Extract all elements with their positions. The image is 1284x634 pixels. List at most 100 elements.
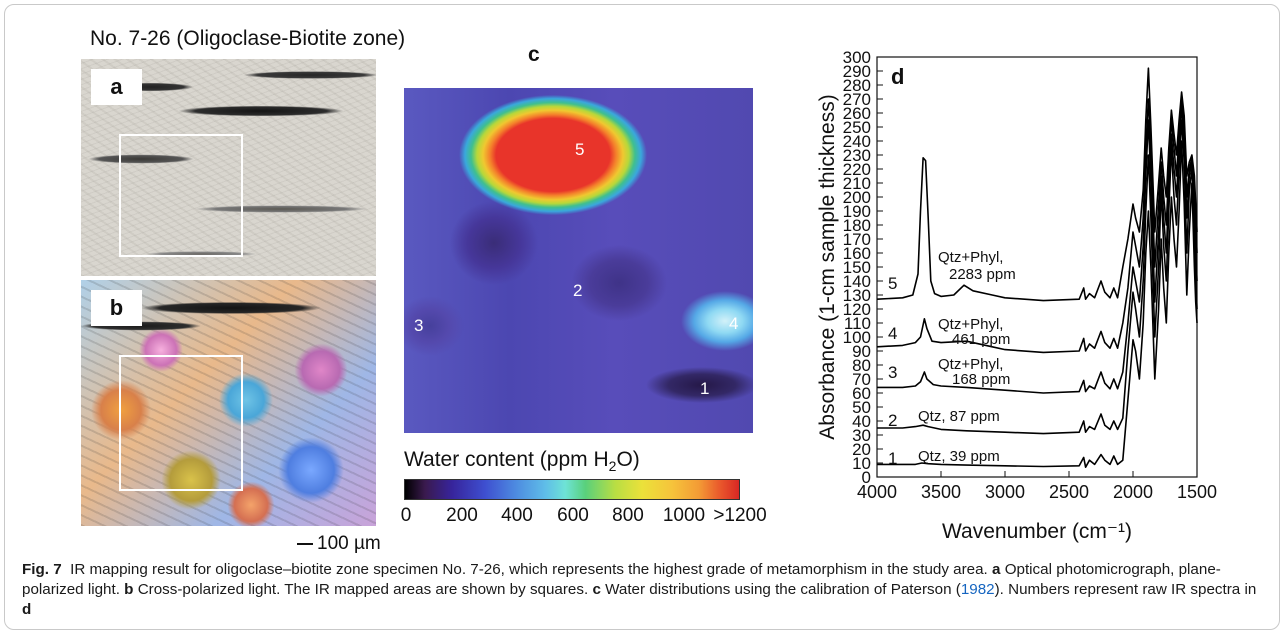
spectrum-number: 3 xyxy=(888,363,897,382)
caption-label-d: d xyxy=(22,601,32,618)
spectrum-line-1 xyxy=(877,140,1198,468)
spectrum-number: 4 xyxy=(888,324,897,343)
map-number: 1 xyxy=(700,379,710,398)
y-tick-label: 220 xyxy=(843,160,871,179)
spectrum-annotation: Qtz+Phyl, xyxy=(938,316,1003,333)
y-tick-label: 240 xyxy=(843,132,871,151)
y-tick-label: 270 xyxy=(843,90,871,109)
spectrum-line-4 xyxy=(876,98,1198,354)
colorbar-tick: >1200 xyxy=(713,505,767,526)
spectrum-line-3 xyxy=(877,105,1198,394)
y-tick-label: 90 xyxy=(852,342,871,361)
scale-bar-line xyxy=(297,542,313,545)
caption-text: IR mapping result for oligoclase–biotite… xyxy=(70,561,988,578)
y-tick-label: 10 xyxy=(852,454,871,473)
y-tick-label: 40 xyxy=(852,412,871,431)
x-tick-label: 2500 xyxy=(1049,482,1089,502)
scale-bar-label: 100 µm xyxy=(317,533,381,554)
spectrum-annotation: 461 ppm xyxy=(952,331,1010,348)
y-tick-label: 110 xyxy=(844,314,871,333)
spectrum-line-2 xyxy=(877,119,1198,435)
spectrum-number: 5 xyxy=(888,274,897,293)
y-tick-label: 100 xyxy=(843,328,871,347)
spectrum-annotation: 2283 ppm xyxy=(949,266,1016,283)
y-tick-label: 80 xyxy=(852,356,871,375)
panel-label-b: b xyxy=(91,290,142,326)
colorbar-title-text-end: O) xyxy=(616,448,640,471)
x-tick-label: 2000 xyxy=(1113,482,1153,502)
caption-text-b: Cross-polarized light. The IR mapped are… xyxy=(137,581,589,598)
x-tick-label: 3000 xyxy=(985,482,1025,502)
spectrum-number: 1 xyxy=(888,449,897,468)
colorbar-tick: 200 xyxy=(446,505,478,526)
y-tick-label: 200 xyxy=(843,188,871,207)
y-axis-label: Absorbance (1-cm sample thickness) xyxy=(816,94,839,439)
map-number: 4 xyxy=(729,314,739,333)
photomicrograph-plane-polarized: a xyxy=(81,59,376,276)
map-number: 2 xyxy=(573,281,583,300)
y-tick-label: 120 xyxy=(843,300,871,319)
x-axis-label: Wavenumber (cm⁻¹) xyxy=(942,520,1132,543)
spectrum-annotation: Qtz+Phyl, xyxy=(938,356,1003,373)
y-tick-label: 150 xyxy=(843,258,871,277)
y-tick-label: 280 xyxy=(843,76,871,95)
y-tick-label: 0 xyxy=(862,468,871,487)
colorbar-tick: 0 xyxy=(400,505,412,526)
y-tick-label: 160 xyxy=(843,244,871,263)
y-tick-label: 20 xyxy=(852,440,871,459)
water-content-colorbar xyxy=(404,479,740,500)
spectrum-line-5 xyxy=(876,67,1198,302)
y-tick-label: 60 xyxy=(852,384,871,403)
spectrum-annotation: Qtz, 39 ppm xyxy=(918,448,1000,465)
citation-link[interactable]: 1982 xyxy=(960,581,995,598)
x-tick-label: 4000 xyxy=(857,482,897,502)
figure-caption: Fig. 7 IR mapping result for oligoclase–… xyxy=(22,560,1262,620)
mapped-area-square xyxy=(119,134,243,257)
spectrum-number: 2 xyxy=(888,411,897,430)
caption-text-c: Water distributions using the calibratio… xyxy=(605,581,961,598)
y-tick-label: 70 xyxy=(852,370,871,389)
map-number: 5 xyxy=(575,140,585,159)
x-tick-label: 1500 xyxy=(1177,482,1217,502)
y-tick-label: 300 xyxy=(843,48,871,67)
scale-bar: 100 µm xyxy=(297,533,381,555)
y-tick-label: 170 xyxy=(843,230,871,249)
ir-spectra-chart: 0102030405060708090100110120130140150160… xyxy=(816,48,1217,543)
caption-text-a: Optical photomicrograph, plane-polarized… xyxy=(22,561,1221,598)
panel-label-d: d xyxy=(891,64,904,89)
figure-frame xyxy=(4,4,1280,630)
colorbar-title-subscript: 2 xyxy=(608,458,617,475)
specimen-title: No. 7-26 (Oligoclase-Biotite zone) xyxy=(90,27,406,50)
y-tick-label: 30 xyxy=(852,426,871,445)
colorbar-tick: 600 xyxy=(557,505,589,526)
caption-fig-label: Fig. 7 xyxy=(22,561,62,578)
colorbar-title: Water content (ppm H2O) xyxy=(404,448,640,474)
caption-text-c-end: ). Numbers represent raw IR spectra in xyxy=(994,581,1257,598)
colorbar-tick: 1000 xyxy=(662,505,706,526)
y-tick-label: 230 xyxy=(843,146,871,165)
spectrum-annotation: Qtz, 87 ppm xyxy=(918,408,1000,425)
colorbar-title-text: Water content (ppm H xyxy=(404,448,609,471)
spectrum-annotation: Qtz+Phyl, xyxy=(938,249,1003,266)
y-tick-label: 250 xyxy=(843,118,871,137)
y-tick-label: 290 xyxy=(843,62,871,81)
y-tick-label: 140 xyxy=(843,272,871,291)
mapped-area-square xyxy=(119,355,243,491)
colorbar-tick: 400 xyxy=(501,505,533,526)
caption-label-a: a xyxy=(992,561,1001,578)
y-tick-label: 130 xyxy=(843,286,871,305)
caption-label-b: b xyxy=(124,581,134,598)
spectrum-annotation: 168 ppm xyxy=(952,371,1010,388)
panel-label-a: a xyxy=(91,69,142,105)
y-tick-label: 210 xyxy=(843,174,871,193)
water-content-map: 5 2 3 4 1 xyxy=(404,88,753,433)
caption-label-c: c xyxy=(592,581,601,598)
map-number: 3 xyxy=(414,316,424,335)
x-tick-label: 3500 xyxy=(921,482,961,502)
photomicrograph-cross-polarized: b xyxy=(81,280,376,526)
y-tick-label: 50 xyxy=(852,398,871,417)
colorbar-tick: 800 xyxy=(612,505,644,526)
y-tick-label: 260 xyxy=(843,104,871,123)
panel-label-c: c xyxy=(528,43,540,66)
y-tick-label: 180 xyxy=(843,216,871,235)
